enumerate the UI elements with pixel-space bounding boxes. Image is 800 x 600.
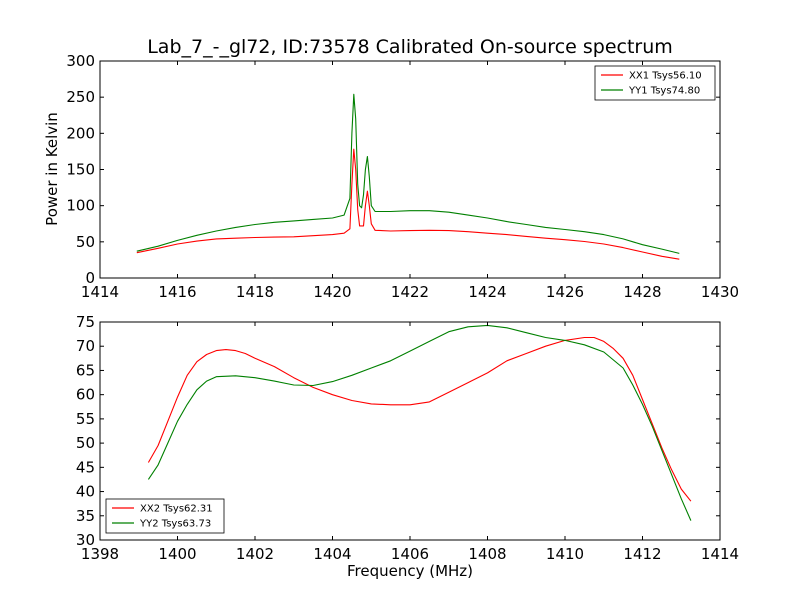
top-ytick-label: 250 bbox=[66, 88, 95, 106]
top-ytick-label: 150 bbox=[66, 161, 95, 179]
bottom-ytick-label: 60 bbox=[76, 386, 95, 404]
bottom-legend: XX2 Tsys62.31 YY2 Tsys63.73 bbox=[105, 498, 225, 534]
bottom-ytick-label: 65 bbox=[76, 361, 95, 379]
bottom-xtick-label: 1402 bbox=[236, 545, 274, 563]
bottom-xtick-label: 1406 bbox=[391, 545, 429, 563]
bottom-ytick-label: 75 bbox=[76, 313, 95, 331]
top-plot: 1414 1416 1418 1420 1422 1424 1426 1428 1430 0 50 1… bbox=[66, 52, 739, 301]
top-xtick-label: 1430 bbox=[701, 283, 739, 301]
bottom-ytick-label: 45 bbox=[76, 458, 95, 476]
bottom-series-line-1 bbox=[147, 336, 692, 502]
top-xtick-label: 1414 bbox=[81, 283, 119, 301]
top-xtick-label: 1426 bbox=[546, 283, 584, 301]
top-ytick-label: 0 bbox=[85, 269, 95, 287]
bottom-legend-label-1: XX2 Tsys62.31 bbox=[140, 504, 213, 515]
bottom-xtick-label: 1408 bbox=[468, 545, 506, 563]
bottom-ytick-label: 35 bbox=[76, 507, 95, 525]
top-xtick-label: 1422 bbox=[391, 283, 429, 301]
top-xtick-label: 1418 bbox=[236, 283, 274, 301]
bottom-ytick-label: 30 bbox=[76, 531, 95, 549]
bottom-xtick-label: 1414 bbox=[701, 545, 739, 563]
top-ylabel: Power in Kelvin bbox=[43, 112, 61, 226]
bottom-xtick-label: 1404 bbox=[313, 545, 351, 563]
chart-title: Lab_7_-_gl72, ID:73578 Calibrated On-sou… bbox=[147, 36, 673, 58]
top-ytick-label: 100 bbox=[66, 197, 95, 215]
top-ytick-label: 50 bbox=[76, 233, 95, 251]
top-xtick-label: 1424 bbox=[468, 283, 506, 301]
bottom-xtick-label: 1398 bbox=[81, 545, 119, 563]
bottom-plot: 1398 1400 1402 1404 1406 1408 1410 1412 1414 30 35… bbox=[76, 313, 739, 563]
top-legend: XX1 Tsys56.10 YY1 Tsys74.80 bbox=[594, 65, 716, 101]
top-legend-box bbox=[594, 65, 716, 101]
bottom-ytick-label: 40 bbox=[76, 483, 95, 501]
top-legend-label-2: YY1 Tsys74.80 bbox=[628, 86, 700, 97]
top-series-line-2 bbox=[136, 93, 680, 254]
bottom-xtick-label: 1400 bbox=[158, 545, 196, 563]
top-xtick-label: 1428 bbox=[623, 283, 661, 301]
top-series-line-1 bbox=[136, 148, 680, 260]
bottom-ytick-label: 55 bbox=[76, 410, 95, 428]
top-legend-label-1: XX1 Tsys56.10 bbox=[629, 71, 702, 82]
bottom-ytick-label: 50 bbox=[76, 434, 95, 452]
bottom-series-line-2 bbox=[147, 324, 692, 521]
top-xtick-label: 1420 bbox=[313, 283, 351, 301]
bottom-xlabel: Frequency (MHz) bbox=[347, 562, 473, 580]
bottom-legend-label-2: YY2 Tsys63.73 bbox=[139, 519, 211, 530]
top-ytick-label: 200 bbox=[66, 124, 95, 142]
bottom-xtick-label: 1410 bbox=[546, 545, 584, 563]
bottom-legend-box bbox=[105, 498, 225, 534]
bottom-xtick-label: 1412 bbox=[623, 545, 661, 563]
top-xtick-label: 1416 bbox=[158, 283, 196, 301]
bottom-ytick-label: 70 bbox=[76, 337, 95, 355]
top-ytick-label: 300 bbox=[66, 52, 95, 70]
